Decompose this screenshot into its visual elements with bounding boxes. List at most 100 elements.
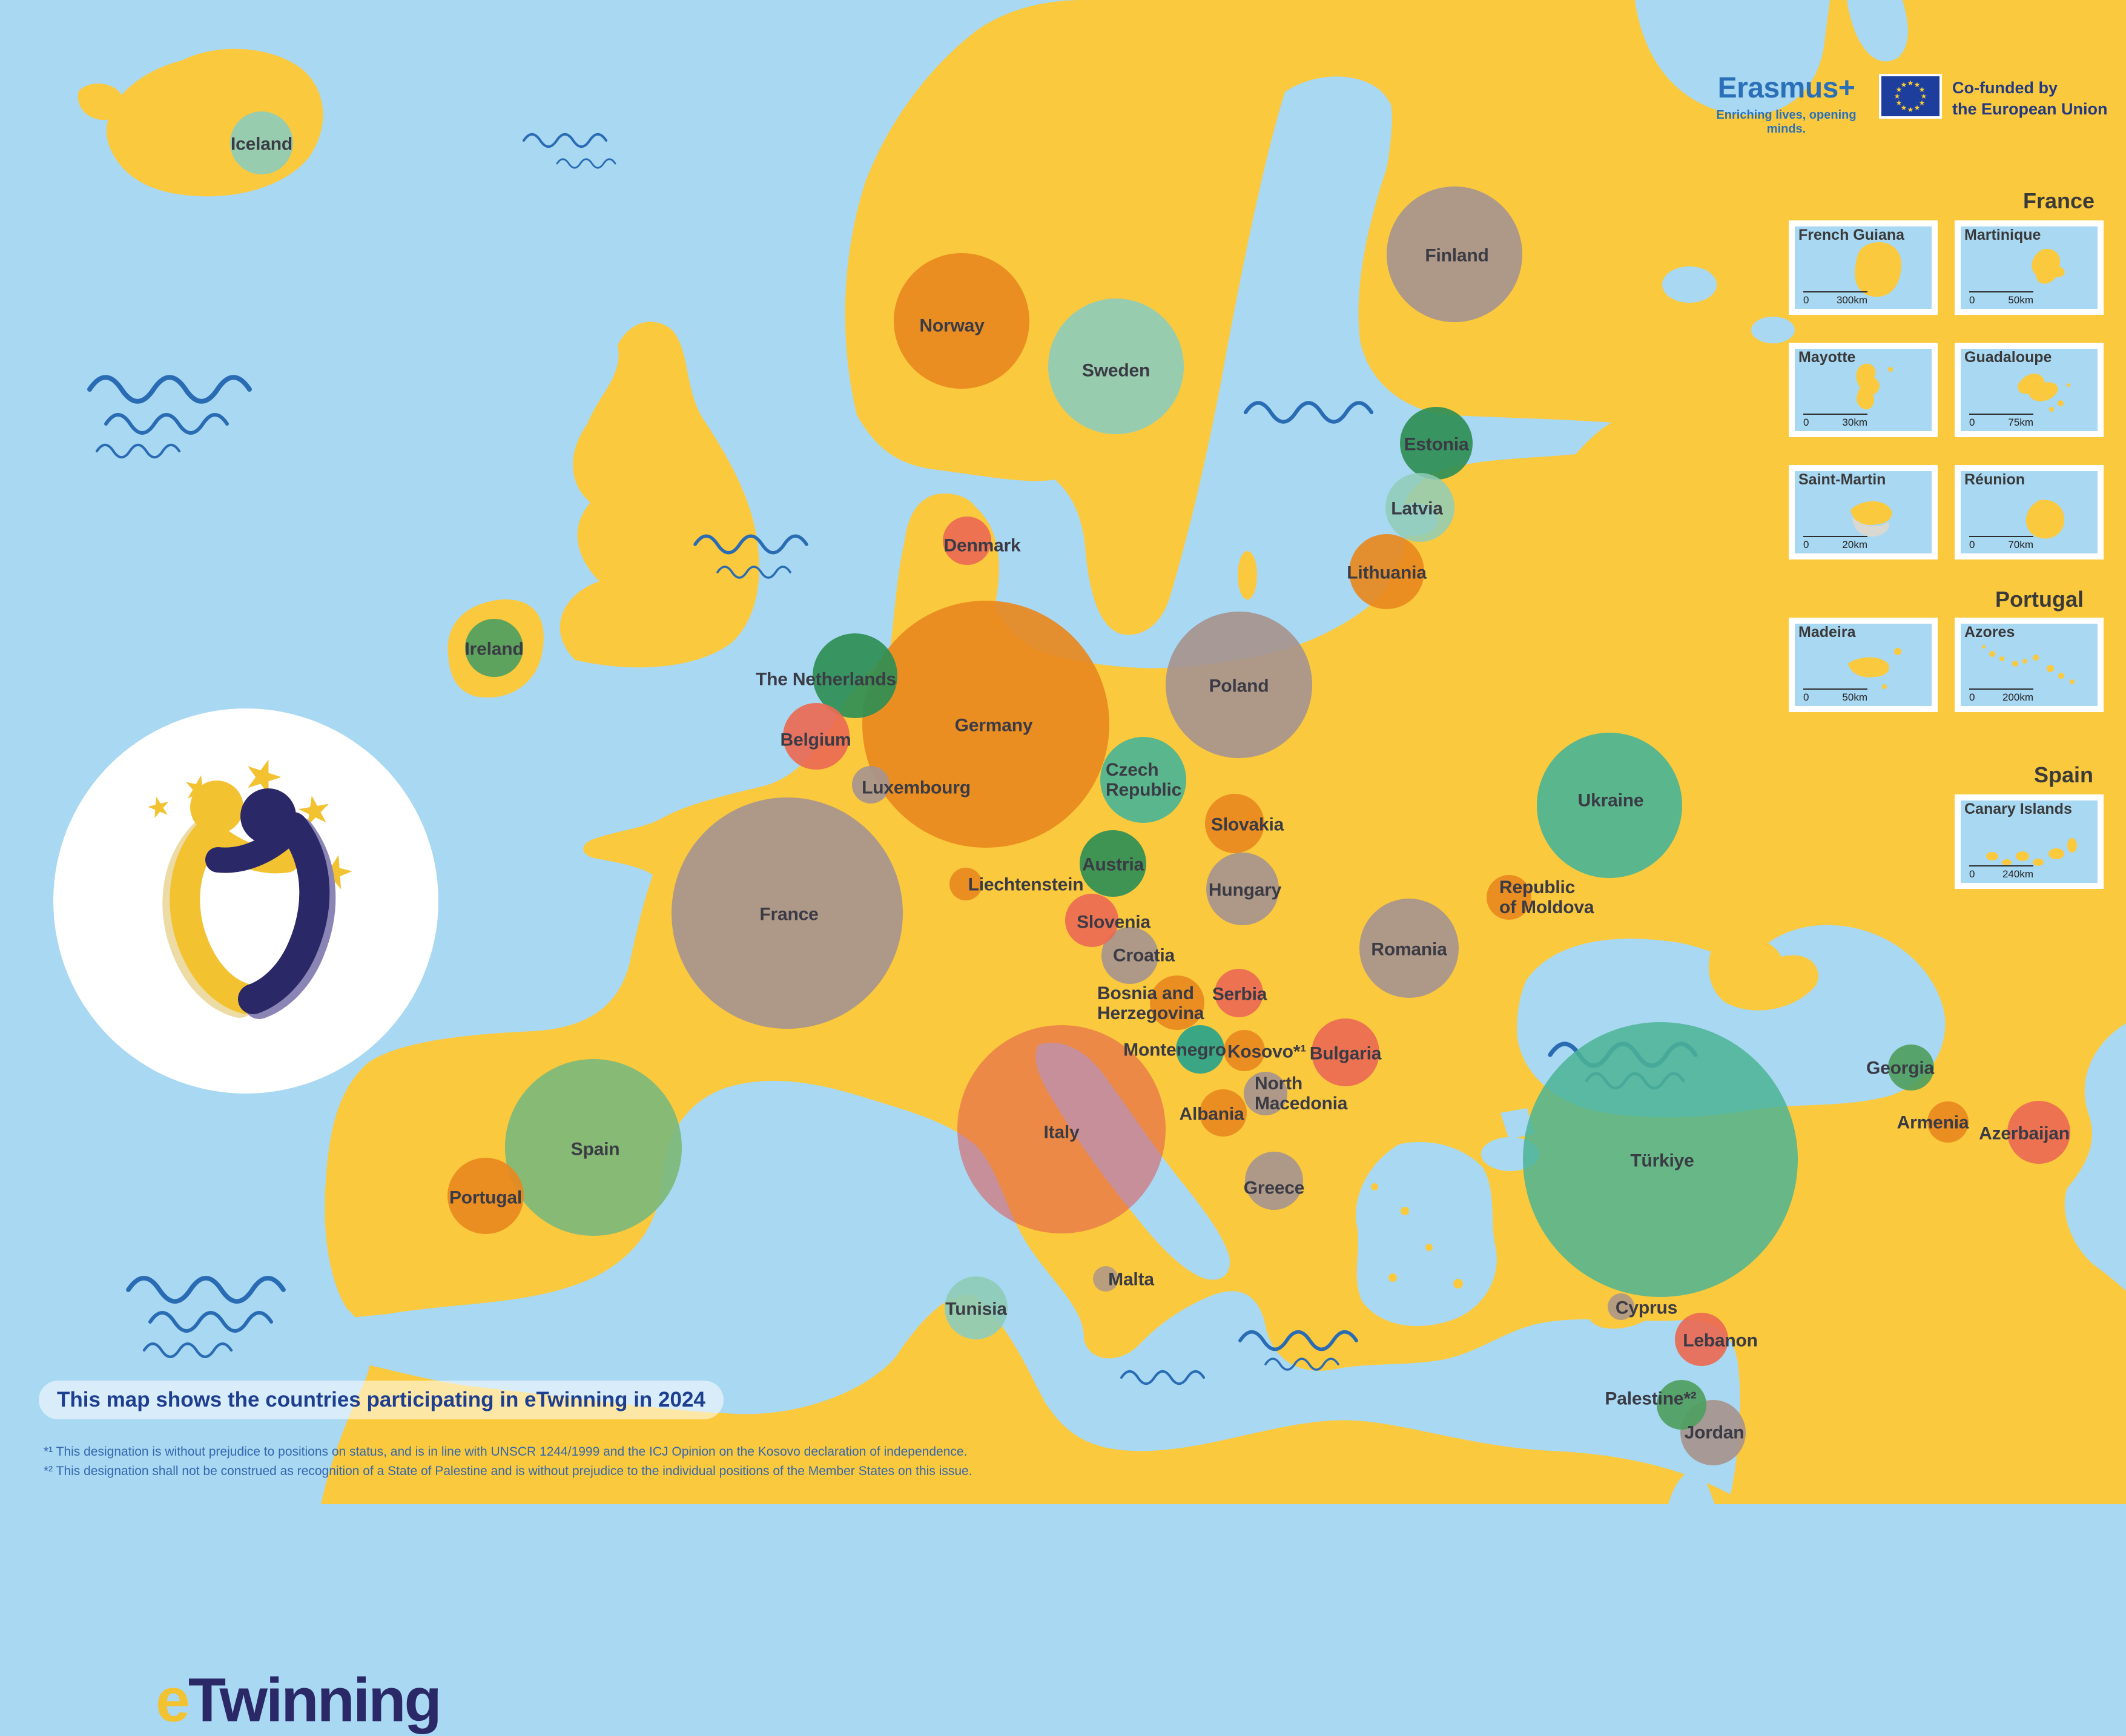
- scale-zero: 0: [1803, 539, 1809, 550]
- country-bubble: [1166, 612, 1312, 758]
- sea-white-sea-arm: [1847, 0, 1908, 62]
- inset-box-title: Réunion: [1964, 471, 2025, 488]
- country-bubble: [1215, 969, 1263, 1017]
- country-label: Slovakia: [1210, 814, 1284, 835]
- country-label: The Netherlands: [755, 669, 897, 690]
- country-bubble: [1065, 894, 1118, 947]
- country-label: Bulgaria: [1309, 1043, 1382, 1064]
- country-bubble: [1385, 473, 1454, 542]
- country-bubble: [949, 868, 982, 900]
- country-bubble: [1176, 1025, 1224, 1074]
- country-label: Hungary: [1208, 880, 1282, 900]
- country-label: Liechtenstein: [968, 874, 1084, 895]
- inset-box: Madeira 0 50km: [1789, 618, 1938, 712]
- country-bubble: [505, 1059, 682, 1236]
- country-bubble: [1080, 830, 1146, 897]
- scale-distance: 75km: [2008, 417, 2033, 428]
- inset-box: Mayotte 0 30km: [1789, 343, 1938, 437]
- erasmus-branding: Erasmus+ Enriching lives, opening minds.: [1708, 71, 1865, 136]
- scale-distance: 20km: [1842, 539, 1867, 550]
- inset-island-silhouette: [1855, 242, 1902, 297]
- country-bubble: [1400, 407, 1473, 480]
- scale-distance: 240km: [2002, 868, 2033, 880]
- country-label: Croatia: [1113, 945, 1175, 966]
- country-bubble: [1359, 899, 1459, 998]
- inset-scale-bar: 0 200km: [1969, 688, 2033, 704]
- inset-scale-bar: 0 20km: [1803, 536, 1867, 551]
- eu-star-icon: ★: [1895, 85, 1903, 94]
- inset-scale-bar: 0 300km: [1803, 291, 1867, 306]
- country-label: Montenegro: [1123, 1040, 1226, 1060]
- sea-red-sea-tip: [1668, 1470, 1715, 1504]
- country-label: Ukraine: [1577, 790, 1644, 811]
- country-label: Portugal: [449, 1187, 523, 1208]
- etwinning-logo: ★ ★ ★ ★ ★ eTwinning: [52, 707, 452, 1735]
- inset-box-title: Canary Islands: [1964, 800, 2072, 817]
- country-bubble: [1244, 1072, 1287, 1115]
- sea-aegean: [1356, 1142, 1497, 1326]
- inset-island-silhouette: [1982, 645, 2075, 684]
- cofunded-line1: Co-funded by: [1952, 79, 2058, 97]
- country-bubble: [957, 1025, 1166, 1233]
- country-label: Austria: [1082, 854, 1144, 875]
- country-label: Spain: [570, 1139, 620, 1160]
- inset-box: Saint-Martin 0 20km: [1789, 465, 1938, 559]
- inset-box-title: Azores: [1964, 624, 2015, 641]
- country-bubble: [1523, 1022, 1798, 1297]
- country-bubble: [230, 111, 293, 174]
- inset-box-title: Guadaloupe: [1964, 349, 2052, 366]
- inset-scale-bar: 0 240km: [1969, 865, 2033, 880]
- inset-island-silhouette: [2025, 500, 2065, 539]
- country-bubble: [1487, 875, 1531, 920]
- eu-star-icon: ★: [1913, 81, 1921, 89]
- inset-scale-bar: 0 50km: [1803, 688, 1867, 704]
- peninsula-crimea: [1708, 937, 1818, 1011]
- eu-star-icon: ★: [1893, 92, 1901, 101]
- country-label: Republic of Moldova: [1499, 877, 1594, 917]
- inset-island-silhouette: [1986, 838, 2077, 866]
- eu-star-icon: ★: [1907, 79, 1914, 87]
- country-bubble: [672, 797, 903, 1029]
- erasmus-wordmark: Erasmus+: [1717, 72, 1855, 104]
- inset-box-title: Mayotte: [1798, 349, 1856, 366]
- country-bubble: [945, 1276, 1008, 1339]
- logo-figure: [162, 812, 336, 1019]
- country-label: Finland: [1425, 245, 1489, 266]
- country-bubble: [1675, 1313, 1728, 1366]
- logo-rest: Twinning: [188, 1665, 442, 1735]
- country-bubble: [1093, 1266, 1118, 1292]
- inset-scale-bar: 0 70km: [1969, 536, 2033, 551]
- inset-box: Réunion 0 70km: [1955, 465, 2104, 559]
- inset-box: Martinique 0 50km: [1955, 220, 2104, 315]
- map-caption: This map shows the countries participati…: [39, 1381, 724, 1419]
- country-label: Lithuania: [1347, 563, 1427, 583]
- scale-zero: 0: [1969, 868, 1975, 880]
- logo-wordmark: eTwinning: [156, 1665, 442, 1736]
- inset-box-title: French Guiana: [1798, 226, 1905, 243]
- scale-zero: 0: [1969, 691, 1975, 703]
- inset-box: Azores 0 200km: [1955, 618, 2104, 712]
- country-label: Sweden: [1081, 360, 1150, 381]
- eu-star-icon: ★: [1913, 104, 1921, 112]
- country-bubble: [1200, 1089, 1247, 1137]
- sea-caspian: [2064, 1023, 2126, 1291]
- country-label: Lebanon: [1683, 1330, 1758, 1351]
- country-bubble: [862, 601, 1109, 848]
- inset-box-title: Saint-Martin: [1798, 471, 1886, 488]
- footnote: *¹ This designation is without prejudice…: [44, 1445, 968, 1459]
- country-label: Iceland: [231, 134, 292, 154]
- footnote: *² This designation shall not be constru…: [44, 1464, 972, 1478]
- country-bubble: [894, 253, 1029, 389]
- eu-star-icon: ★: [1900, 81, 1907, 89]
- eu-star-icon: ★: [1918, 99, 1926, 107]
- scale-distance: 30km: [1842, 417, 1867, 428]
- country-label: Czech Republic: [1106, 760, 1182, 800]
- inset-sea: [1961, 226, 2098, 309]
- country-bubble: [1657, 1380, 1706, 1430]
- country-bubble: [1387, 186, 1522, 322]
- country-bubble: [943, 517, 991, 565]
- inset-box: Canary Islands 0 240km: [1955, 794, 2104, 889]
- country-bubble: [1100, 737, 1186, 823]
- country-label: Kosovo*¹: [1227, 1041, 1307, 1062]
- country-label: Jordan: [1684, 1422, 1745, 1443]
